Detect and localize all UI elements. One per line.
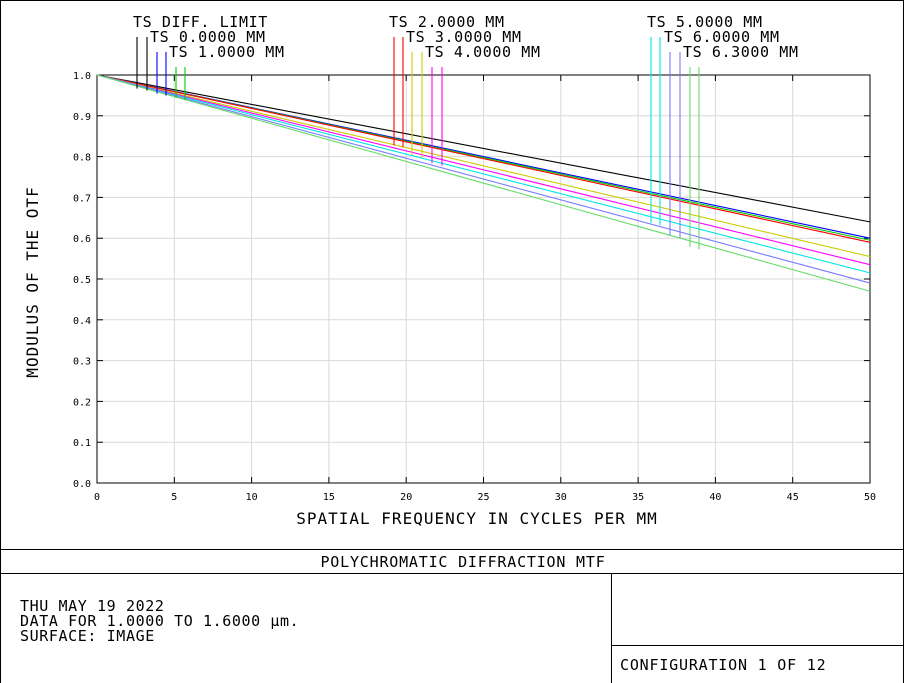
y-tick-label: 0.7 xyxy=(73,193,91,204)
y-tick-labels: 0.0 0.1 0.2 0.3 0.4 0.5 0.6 0.7 0.8 0.9 1.0 xyxy=(73,71,91,490)
y-tick-label: 1.0 xyxy=(73,71,91,82)
y-axis-label: MODULUS OF THE OTF xyxy=(23,186,42,377)
footer-title: POLYCHROMATIC DIFFRACTION MTF xyxy=(320,553,605,571)
legend-label: TS 1.0000 MM xyxy=(169,43,285,61)
x-tick-label: 20 xyxy=(400,492,412,503)
y-tick-label: 0.9 xyxy=(73,112,91,123)
x-tick-labels: 0 5 10 15 20 25 30 35 40 45 50 xyxy=(94,492,876,503)
y-tick-label: 0.8 xyxy=(73,153,91,164)
plot-area: 0 5 10 15 20 25 30 35 40 45 50 0.00.10.20.30.40.50… xyxy=(73,13,876,503)
x-tick-label: 30 xyxy=(555,492,567,503)
y-tick-label: 0.0 xyxy=(73,479,91,490)
y-tick-label: 0.3 xyxy=(73,357,91,368)
x-tick-label: 0 xyxy=(94,492,100,503)
x-axis-label: SPATIAL FREQUENCY IN CYCLES PER MM xyxy=(296,509,658,528)
y-tick-label: 0.4 xyxy=(73,316,91,327)
y-tick-label: 0.1 xyxy=(73,438,91,449)
x-tick-label: 15 xyxy=(323,492,335,503)
footer-configuration: CONFIGURATION 1 OF 12 xyxy=(620,656,826,674)
x-tick-label: 35 xyxy=(632,492,644,503)
gridlines xyxy=(97,75,870,483)
footer-surface: SURFACE: IMAGE xyxy=(20,627,155,645)
x-tick-label: 50 xyxy=(864,492,876,503)
legend-label: TS 6.3000 MM xyxy=(683,43,799,61)
x-tick-label: 25 xyxy=(477,492,489,503)
y-tick-label: 0.2 xyxy=(73,397,91,408)
x-tick-label: 40 xyxy=(709,492,721,503)
x-tick-label: 10 xyxy=(246,492,258,503)
x-tick-label: 5 xyxy=(171,492,177,503)
y-tick-label: 0.5 xyxy=(73,275,91,286)
legend-label: TS 4.0000 MM xyxy=(425,43,541,61)
y-tick-label: 0.6 xyxy=(73,234,91,245)
x-tick-label: 45 xyxy=(787,492,799,503)
